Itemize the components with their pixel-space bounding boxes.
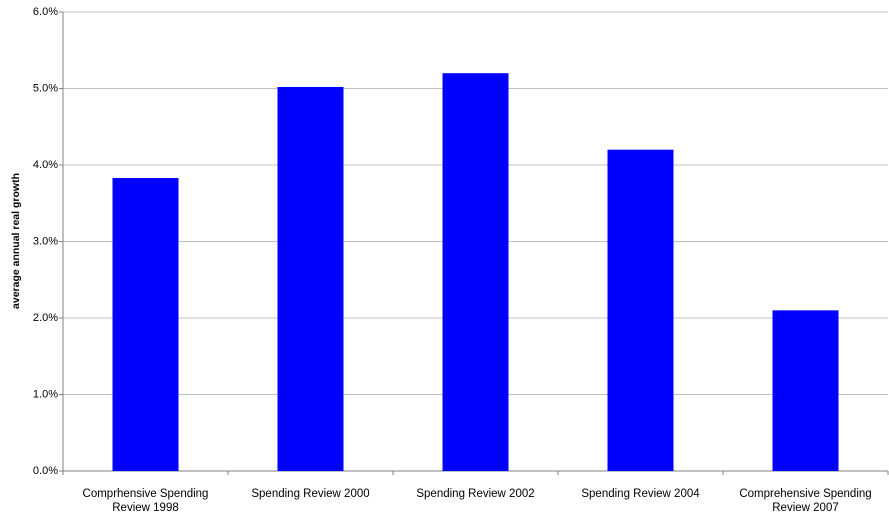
y-tick-label: 2.0% [33,312,58,324]
y-tick-label: 5.0% [33,82,58,94]
x-tick-label: Spending Review 2004 [581,488,700,500]
y-tick-label: 3.0% [33,235,58,247]
x-tick-label: Spending Review 2000 [251,488,370,500]
y-tick-label: 6.0% [33,6,58,18]
x-tick-label: Comprehensive Spending Review 2007 [739,488,872,514]
x-tick-label: Spending Review 2002 [416,488,535,500]
x-tick-label: Comprhensive Spending Review 1998 [82,488,209,514]
y-tick-label: 1.0% [33,388,58,400]
bar [607,149,674,471]
bar [112,178,179,471]
y-tick-label: 4.0% [33,159,58,171]
bar [772,310,839,471]
bar [277,86,344,471]
bar [442,73,509,471]
y-axis-label: average annual real growth [10,173,22,309]
y-tick-label: 0.0% [33,465,58,477]
